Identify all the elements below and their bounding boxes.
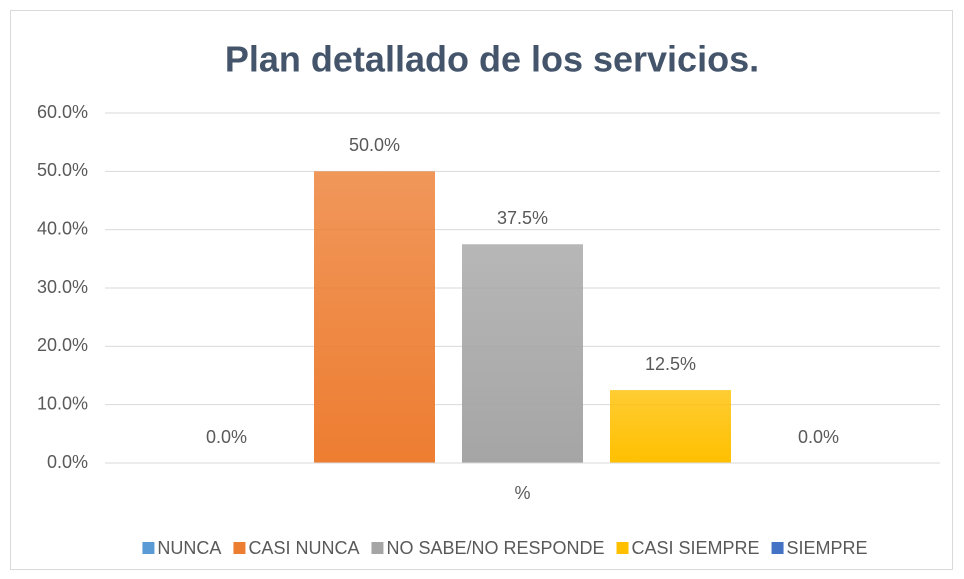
y-tick-label: 60.0% <box>37 102 88 122</box>
bar <box>314 171 435 464</box>
legend-item: SIEMPRE <box>771 538 868 558</box>
legend-swatch <box>616 542 629 554</box>
x-tick-label: % <box>514 483 530 503</box>
bar <box>462 244 583 463</box>
data-label: 12.5% <box>645 354 696 374</box>
data-label: 37.5% <box>497 208 548 228</box>
data-label: 0.0% <box>206 427 247 447</box>
legend-swatch <box>233 542 246 554</box>
legend-item: NUNCA <box>142 538 221 558</box>
legend-label: SIEMPRE <box>787 538 868 558</box>
y-tick-label: 10.0% <box>37 393 88 413</box>
y-tick-label: 50.0% <box>37 160 88 180</box>
legend-item: CASI SIEMPRE <box>616 538 760 558</box>
y-tick-label: 40.0% <box>37 218 88 238</box>
legend-swatch <box>142 542 155 554</box>
y-tick-label: 30.0% <box>37 277 88 297</box>
legend-label: NO SABE/NO RESPONDE <box>386 538 604 558</box>
legend-swatch <box>771 542 784 554</box>
data-label: 50.0% <box>349 135 400 155</box>
legend-label: NUNCA <box>157 538 221 558</box>
bar <box>610 390 731 463</box>
legend-item: NO SABE/NO RESPONDE <box>371 538 605 558</box>
legend-label: CASI SIEMPRE <box>632 538 760 558</box>
legend-item: CASI NUNCA <box>233 538 359 558</box>
chart-title: Plan detallado de los servicios. <box>225 39 759 80</box>
y-tick-label: 0.0% <box>47 452 88 472</box>
y-tick-label: 20.0% <box>37 335 88 355</box>
legend-label: CASI NUNCA <box>248 538 359 558</box>
legend-swatch <box>371 542 384 554</box>
data-label: 0.0% <box>798 427 839 447</box>
